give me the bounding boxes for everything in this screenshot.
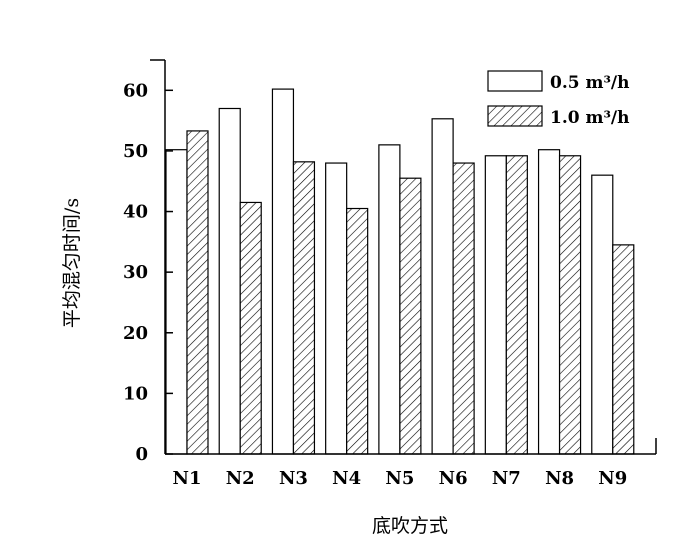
bar-n2-series-2 — [239, 201, 262, 455]
bar-n4-series-1 — [325, 162, 348, 455]
bar-n1-series-2 — [186, 130, 209, 455]
y-tick-label: 60 — [123, 80, 148, 101]
bar-n3-series-2 — [292, 161, 316, 455]
x-tick-label-n8: N8 — [545, 468, 574, 489]
x-axis-tick-labels: N1 N2 N3 N4 N5 N6 N7 N8 N9 — [173, 468, 628, 489]
x-tick-label-n9: N9 — [598, 468, 627, 489]
bar-n9-series-1 — [591, 174, 614, 455]
bar-n5-series-2 — [399, 177, 422, 455]
bar-n4-series-2 — [346, 207, 369, 455]
x-tick-label-n6: N6 — [439, 468, 468, 489]
x-tick-label-n2: N2 — [226, 468, 255, 489]
x-tick-label-n1: N1 — [173, 468, 202, 489]
y-axis-title: 平均混匀时间/s — [61, 198, 83, 328]
x-axis-title: 底吹方式 — [372, 515, 448, 537]
x-tick-label-n5: N5 — [385, 468, 414, 489]
bar-n6-series-1 — [431, 118, 454, 455]
bar-n9-series-2 — [612, 244, 635, 455]
y-tick-label: 40 — [123, 202, 148, 223]
x-tick-label-n7: N7 — [492, 468, 521, 489]
legend-swatch-series-1 — [487, 70, 543, 92]
bar-n6-series-2 — [452, 162, 475, 455]
legend-swatch-series-2 — [487, 105, 543, 127]
legend-label-series-1: 0.5 m³/h — [550, 73, 630, 93]
y-tick-label: 10 — [123, 383, 148, 404]
x-tick-label-n3: N3 — [279, 468, 308, 489]
bar-n8-series-1 — [537, 149, 561, 455]
y-axis-ticks: 0 10 20 30 40 50 60 — [123, 80, 173, 465]
bar-n3-series-1 — [271, 88, 295, 455]
y-tick-label: 30 — [123, 262, 148, 283]
bar-n2-series-1 — [218, 107, 241, 455]
x-tick-label-n4: N4 — [332, 468, 361, 489]
bar-n7-series-2 — [505, 155, 528, 455]
bar-n5-series-1 — [378, 144, 401, 455]
bar-n7-series-1 — [484, 155, 507, 455]
bar-n1-series-1 — [165, 149, 188, 455]
bars-group — [165, 88, 635, 455]
bar-n8-series-2 — [558, 155, 582, 455]
legend: 0.5 m³/h 1.0 m³/h — [487, 70, 630, 128]
y-tick-label: 20 — [123, 323, 148, 344]
legend-label-series-2: 1.0 m³/h — [550, 108, 630, 128]
y-tick-label: 0 — [135, 444, 148, 465]
y-tick-label: 50 — [123, 141, 148, 162]
